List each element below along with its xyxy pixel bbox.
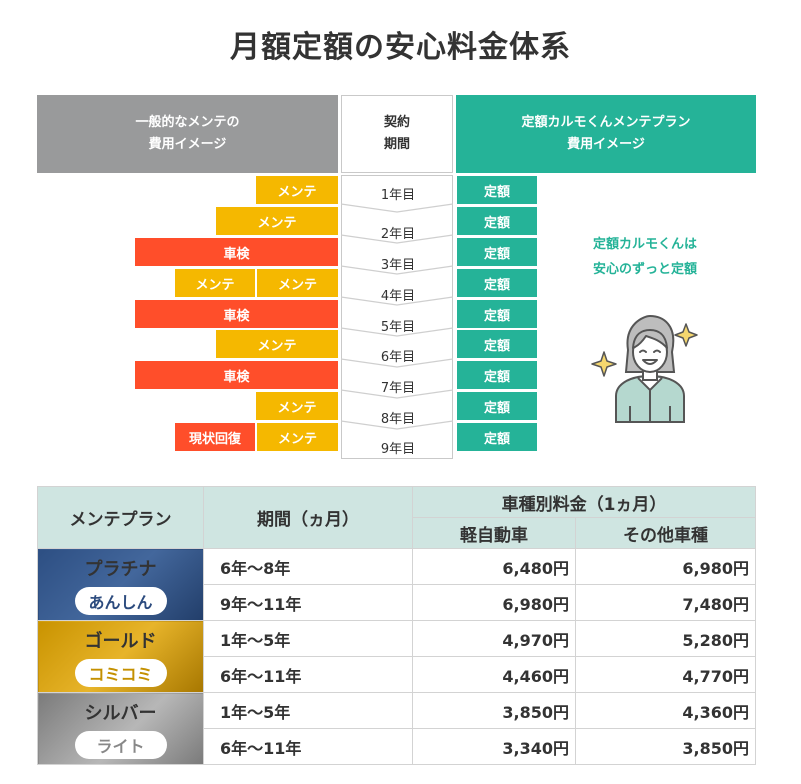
other-price-cell: 5,280円 (575, 620, 756, 657)
general-maintenance-header: 一般的なメンテの 費用イメージ (37, 95, 338, 173)
col-header-price-group: 車種別料金（1ヵ月） (412, 486, 756, 518)
chevron-dividers (341, 203, 453, 430)
col-header-other: その他車種 (575, 517, 756, 549)
year-label-5: 5年目 (380, 320, 416, 335)
year-label-8: 8年目 (380, 412, 416, 427)
fixed-price-year9: 定額 (457, 423, 537, 451)
maint-bar-year8: メンテ (256, 392, 338, 420)
tier-sub-badge: コミコミ (74, 658, 167, 687)
maint-bar-year1: メンテ (256, 176, 338, 204)
tier-name: プラチナ (84, 558, 157, 580)
other-price-cell: 6,980円 (575, 548, 756, 585)
maint-bar-year2: メンテ (216, 207, 338, 235)
plan-message: 定額カルモくんは 安心のずっと定額 (560, 232, 730, 282)
year-label-9: 9年目 (380, 442, 416, 457)
plan-message-line2: 安心のずっと定額 (592, 262, 697, 277)
table-row: 6年～11年 3,340円 3,850円 (38, 728, 756, 765)
plan-header-line2: 費用イメージ (567, 137, 645, 152)
year-label-3: 3年目 (380, 258, 416, 273)
table-row: 9年～11年 6,980円 7,480円 (38, 584, 756, 621)
period-cell: 6年～11年 (203, 728, 413, 765)
fixed-price-year4: 定額 (457, 269, 537, 297)
tier-silver: シルバー ライト (37, 692, 204, 765)
fixed-price-year7: 定額 (457, 361, 537, 389)
kei-price-cell: 3,850円 (412, 692, 576, 729)
maint-bar-year9: メンテ (257, 423, 338, 451)
tier-platinum: プラチナ あんしん (37, 548, 204, 621)
other-price-cell: 4,360円 (575, 692, 756, 729)
period-cell: 9年～11年 (203, 584, 413, 621)
maint-bar-year4-b: メンテ (257, 269, 338, 297)
period-cell: 6年～11年 (203, 656, 413, 693)
page-title: 月額定額の安心料金体系 (230, 30, 571, 65)
fixed-price-year2: 定額 (457, 207, 537, 235)
plan-header-line1: 定額カルモくんメンテプラン (521, 115, 691, 130)
period-header-line2: 期間 (383, 137, 410, 152)
sparkle-icon (674, 323, 698, 347)
other-price-cell: 7,480円 (575, 584, 756, 621)
kei-price-cell: 4,460円 (412, 656, 576, 693)
period-cell: 6年～8年 (203, 548, 413, 585)
fixed-price-year5: 定額 (457, 300, 537, 328)
tier-sub-badge: ライト (74, 730, 167, 759)
plan-header: 定額カルモくんメンテプラン 費用イメージ (456, 95, 756, 173)
contract-years-column: 1年目 2年目 3年目 4年目 5年目 6年目 7年目 8年目 9年目 (341, 175, 453, 459)
table-row: 6年～11年 4,460円 4,770円 (38, 656, 756, 693)
maint-bar-year4-a: メンテ (175, 269, 255, 297)
general-header-line1: 一般的なメンテの (135, 115, 240, 130)
year-label-7: 7年目 (380, 381, 416, 396)
tier-name: シルバー (84, 702, 157, 724)
table-row: シルバー ライト 1年～5年 3,850円 4,360円 (37, 692, 756, 765)
other-price-cell: 4,770円 (575, 656, 756, 693)
fixed-price-year1: 定額 (457, 176, 537, 204)
kei-price-cell: 3,340円 (412, 728, 576, 765)
col-header-plan: メンテプラン (37, 486, 204, 549)
fixed-price-year3: 定額 (457, 238, 537, 266)
maint-bar-year6: メンテ (216, 330, 338, 358)
kei-price-cell: 6,980円 (412, 584, 576, 621)
price-table: メンテプラン 期間（ヵ月） 車種別料金（1ヵ月） 軽自動車 その他車種 プラチナ… (37, 486, 756, 765)
sparkle-icon (591, 351, 617, 377)
year-label-6: 6年目 (380, 350, 416, 365)
year-label-4: 4年目 (380, 289, 416, 304)
period-header-line1: 契約 (383, 115, 410, 130)
tier-gold: ゴールド コミコミ (37, 620, 204, 693)
smiling-woman-icon (591, 314, 698, 423)
fixed-price-year6: 定額 (457, 330, 537, 358)
period-cell: 1年～5年 (203, 620, 413, 657)
period-cell: 1年～5年 (203, 692, 413, 729)
inspection-bar-year7: 車検 (135, 361, 338, 389)
kei-price-cell: 6,480円 (412, 548, 576, 585)
general-header-line2: 費用イメージ (148, 137, 227, 152)
fixed-price-year8: 定額 (457, 392, 537, 420)
restoration-bar-year9: 現状回復 (175, 423, 255, 451)
plan-message-line1: 定額カルモくんは (592, 237, 697, 252)
inspection-bar-year3: 車検 (135, 238, 338, 266)
contract-period-header: 契約 期間 (341, 95, 453, 173)
col-header-kei: 軽自動車 (412, 517, 576, 549)
year-label-1: 1年目 (380, 188, 416, 203)
year-label-2: 2年目 (380, 227, 416, 242)
table-row: プラチナ あんしん 6年～8年 6,480円 6,980円 (37, 548, 756, 621)
other-price-cell: 3,850円 (575, 728, 756, 765)
inspection-bar-year5: 車検 (135, 300, 338, 328)
tier-sub-badge: あんしん (74, 586, 167, 615)
kei-price-cell: 4,970円 (412, 620, 576, 657)
tier-name: ゴールド (84, 630, 157, 652)
col-header-period: 期間（ヵ月） (203, 486, 413, 549)
table-row: ゴールド コミコミ 1年～5年 4,970円 5,280円 (37, 620, 756, 693)
